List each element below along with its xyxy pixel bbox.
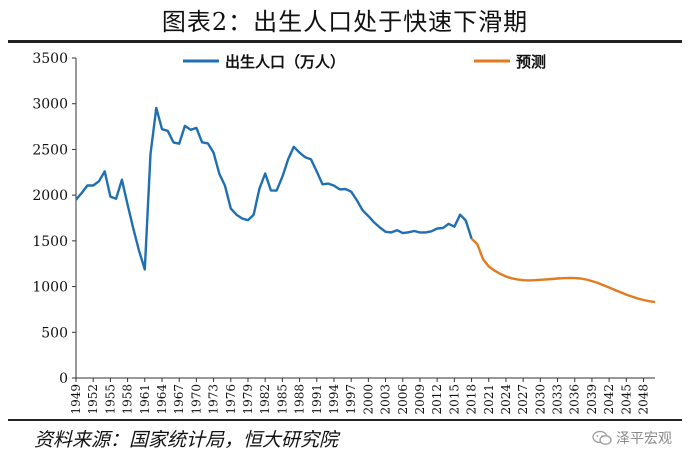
legend-label: 预测	[516, 53, 546, 71]
source-note: 资料来源：国家统计局，恒大研究院	[34, 429, 339, 451]
y-tick-label: 3000	[32, 97, 68, 113]
x-tick-label: 1952	[86, 384, 100, 415]
x-tick-label: 1958	[121, 384, 135, 415]
y-tick-label: 500	[41, 325, 68, 341]
x-tick-label: 1967	[172, 384, 186, 415]
x-tick-label: 1982	[258, 384, 272, 415]
x-tick-label: 2030	[533, 384, 547, 415]
y-tick-label: 2500	[32, 142, 68, 158]
x-tick-label: 1994	[327, 384, 341, 415]
x-tick-label: 2024	[499, 384, 513, 415]
watermark-text: 泽平宏观	[616, 431, 672, 447]
y-tick-label: 2000	[32, 188, 68, 204]
x-tick-label: 2039	[585, 384, 599, 415]
x-tick-label: 1985	[275, 384, 289, 415]
y-tick-label: 3500	[32, 51, 68, 67]
x-tick-label: 2000	[361, 384, 375, 415]
x-tick-label: 1961	[138, 384, 152, 415]
page-title: 图表2：出生人口处于快速下滑期	[161, 8, 529, 36]
x-tick-label: 1988	[293, 384, 307, 415]
x-tick-label: 2009	[413, 384, 427, 415]
x-tick-label: 2018	[465, 384, 479, 415]
x-tick-label: 2003	[379, 384, 393, 415]
x-tick-label: 1991	[310, 384, 324, 415]
y-tick-label: 1000	[32, 280, 68, 296]
x-tick-label: 1997	[344, 384, 358, 415]
x-tick-label: 1976	[224, 384, 238, 415]
y-tick-label: 1500	[32, 234, 68, 250]
series-line-forecast	[470, 237, 656, 304]
x-tick-label: 1964	[155, 384, 169, 415]
x-tick-label: 1949	[69, 384, 83, 415]
x-tick-label: 2027	[516, 384, 530, 415]
x-tick-label: 2048	[637, 384, 651, 415]
x-tick-label: 1979	[241, 384, 255, 415]
series-line-birth-population	[75, 106, 473, 271]
x-tick-label: 2006	[396, 384, 410, 415]
source-rule	[8, 419, 682, 421]
title-rule	[8, 40, 682, 43]
x-tick-label: 1973	[207, 384, 221, 415]
x-tick-label: 2021	[482, 384, 496, 415]
x-tick-label: 2036	[568, 384, 582, 415]
y-tick-label: 0	[59, 371, 68, 387]
x-tick-label: 2033	[551, 384, 565, 415]
x-tick-label: 1970	[189, 384, 203, 415]
watermark: 泽平宏观	[592, 428, 672, 448]
x-tick-label: 2042	[602, 384, 616, 415]
x-tick-label: 1955	[103, 384, 117, 415]
x-tick-label: 2045	[619, 384, 633, 415]
legend-label: 出生人口（万人）	[225, 53, 345, 71]
wechat-icon	[592, 430, 612, 445]
x-tick-label: 2015	[447, 384, 461, 415]
x-tick-label: 2012	[430, 384, 444, 415]
